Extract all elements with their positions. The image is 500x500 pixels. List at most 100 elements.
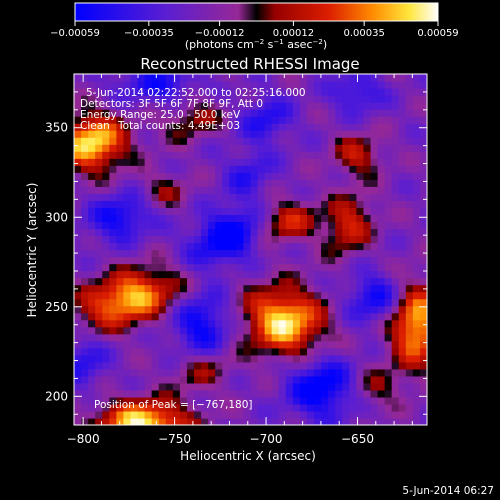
heatmap-cell (102, 326, 110, 335)
heatmap-cell (419, 193, 427, 201)
heatmap-cell (165, 116, 174, 124)
heatmap-cell (102, 186, 110, 194)
heatmap-cell (236, 333, 245, 342)
heatmap-cell (264, 375, 273, 384)
heatmap-cell (74, 235, 82, 244)
heatmap-cell (314, 333, 322, 342)
heatmap-cell (172, 151, 181, 159)
heatmap-cell (384, 95, 393, 103)
heatmap-cell (292, 95, 301, 103)
heatmap-cell (222, 249, 230, 258)
heatmap-cell (95, 179, 103, 187)
heatmap-cell (306, 179, 315, 187)
heatmap-cell (250, 333, 259, 342)
heatmap-cell (222, 340, 230, 349)
heatmap-cell (102, 102, 110, 110)
heatmap-cell (356, 368, 365, 377)
heatmap-cell (151, 249, 160, 258)
heatmap-cell (102, 249, 110, 258)
heatmap-cell (398, 361, 407, 370)
heatmap-cell (292, 417, 301, 425)
heatmap-cell (109, 81, 117, 89)
heatmap-cell (194, 207, 202, 215)
heatmap-cell (243, 228, 252, 237)
heatmap-cell (342, 256, 350, 265)
heatmap-cell (186, 172, 195, 180)
heatmap-cell (321, 165, 329, 173)
heatmap-cell (398, 270, 407, 279)
colorbar-tick-label: 0.00012 (273, 28, 314, 39)
heatmap-cell (264, 235, 273, 244)
heatmap-cell (419, 228, 427, 237)
heatmap-cell (314, 144, 322, 152)
detectors-annotation: Detectors: 3F 5F 6F 7F 8F 9F, Att 0 (80, 98, 263, 110)
heatmap-cell (384, 375, 393, 384)
heatmap-cell (299, 95, 308, 103)
heatmap-cell (165, 263, 174, 272)
heatmap-cell (130, 403, 139, 412)
heatmap-cell (208, 284, 216, 293)
heatmap-cell (201, 172, 209, 180)
heatmap-cell (370, 361, 379, 370)
heatmap-cell (391, 326, 400, 335)
heatmap-cell (81, 200, 89, 208)
heatmap-cell (384, 389, 393, 398)
time-range-annotation: 5-Jun-2014 02:22:52.000 to 02:25:16.000 (86, 87, 306, 99)
heatmap-cell (151, 354, 160, 363)
heatmap-cell (299, 284, 308, 293)
heatmap-cell (405, 165, 414, 173)
heatmap-cell (335, 312, 343, 321)
heatmap-cell (335, 263, 343, 272)
heatmap-cell (151, 123, 160, 131)
heatmap-cell (349, 361, 357, 370)
heatmap-cell (88, 277, 96, 286)
heatmap-cell (285, 214, 294, 223)
heatmap-cell (165, 102, 174, 110)
heatmap-cell (363, 242, 372, 251)
heatmap-cell (116, 179, 125, 187)
heatmap-cell (377, 200, 386, 208)
heatmap-cell (356, 137, 365, 145)
heatmap-cell (165, 389, 174, 398)
heatmap-cell (342, 312, 350, 321)
heatmap-cell (250, 165, 259, 173)
heatmap-cell (229, 354, 237, 363)
heatmap-cell (208, 179, 216, 187)
heatmap-cell (130, 123, 139, 131)
heatmap-cell (384, 207, 393, 215)
heatmap-cell (384, 235, 393, 244)
heatmap-cell (116, 207, 125, 215)
heatmap-cell (349, 326, 357, 335)
heatmap-cell (391, 179, 400, 187)
heatmap-cell (95, 137, 103, 145)
heatmap-cell (405, 95, 414, 103)
heatmap-cell (201, 200, 209, 208)
heatmap-cell (328, 186, 336, 194)
heatmap-cell (342, 235, 350, 244)
heatmap-cell (109, 193, 117, 201)
heatmap-cell (328, 305, 336, 314)
heatmap-cell (321, 95, 329, 103)
chart-title: Reconstructed RHESSI Image (140, 55, 359, 73)
heatmap-cell (299, 186, 308, 194)
heatmap-cell (405, 333, 414, 342)
heatmap-cell (222, 333, 230, 342)
heatmap-cell (243, 158, 252, 166)
heatmap-cell (151, 382, 160, 391)
heatmap-cell (299, 74, 308, 82)
heatmap-cell (236, 263, 245, 272)
heatmap-cell (222, 319, 230, 328)
heatmap-cell (144, 396, 153, 405)
heatmap-cell (165, 172, 174, 180)
heatmap-cell (306, 270, 315, 279)
heatmap-cell (102, 396, 110, 405)
heatmap-cell (405, 81, 414, 89)
heatmap-cell (306, 137, 315, 145)
heatmap-cell (172, 319, 181, 328)
heatmap-cell (377, 291, 386, 300)
heatmap-cell (158, 361, 167, 370)
heatmap-cell (314, 368, 322, 377)
heatmap-cell (391, 123, 400, 131)
heatmap-cell (208, 291, 216, 300)
heatmap-cell (144, 242, 153, 251)
